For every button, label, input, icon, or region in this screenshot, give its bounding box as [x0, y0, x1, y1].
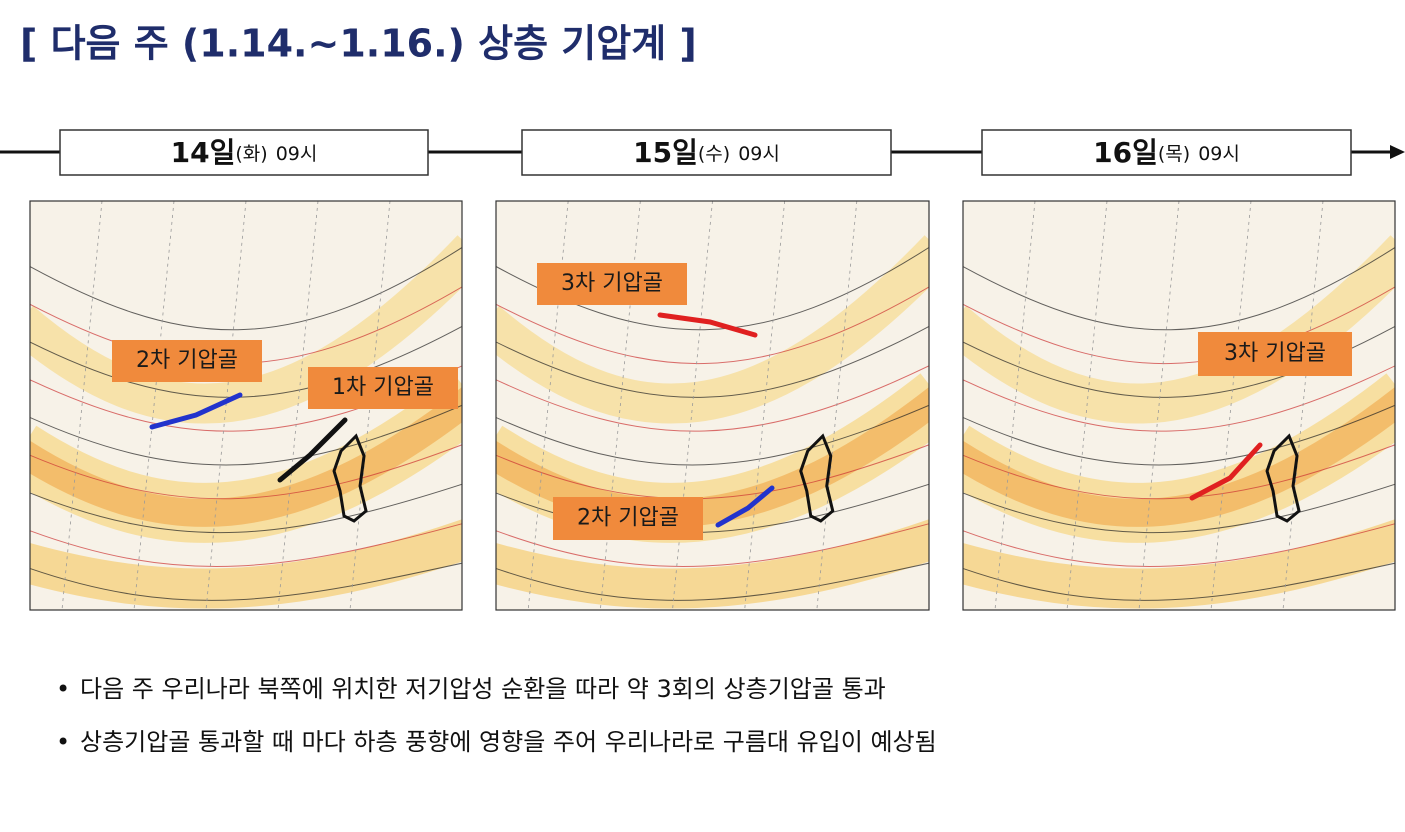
- day: 16일: [1093, 136, 1158, 169]
- jet-band: [496, 519, 929, 609]
- date-box: [521, 129, 892, 176]
- jet-band: [30, 387, 462, 527]
- date-label: 14일(화) 09시: [171, 136, 318, 169]
- contour: [963, 444, 1395, 500]
- time: 09시: [738, 143, 780, 165]
- contour: [30, 562, 462, 601]
- jet-band: [963, 387, 1395, 527]
- graticule: [527, 201, 569, 610]
- graticule: [816, 201, 858, 610]
- date-box: [981, 129, 1352, 176]
- graticule: [61, 201, 103, 610]
- contour: [496, 325, 929, 398]
- map-frame: [29, 200, 463, 611]
- jet-band: [963, 519, 1395, 609]
- weekday: (목): [1158, 143, 1190, 165]
- korea-outline: [332, 433, 368, 523]
- graticule: [205, 201, 247, 610]
- contour: [963, 562, 1395, 601]
- contour: [963, 404, 1395, 466]
- contour: [496, 444, 929, 500]
- trough-box: [553, 497, 703, 540]
- contour: [30, 523, 462, 567]
- date-box: [59, 129, 429, 176]
- trough-label: 2차 기압골: [577, 506, 679, 531]
- graticule: [672, 201, 713, 610]
- graticule: [1282, 201, 1324, 610]
- contour: [30, 404, 462, 466]
- contour: [30, 444, 462, 500]
- graticule: [744, 201, 786, 610]
- graticule: [1066, 201, 1108, 610]
- bullet-dot: •: [56, 675, 70, 703]
- contour: [963, 365, 1395, 432]
- map-frame: [962, 200, 1396, 611]
- contour: [496, 523, 929, 567]
- trough-line: [657, 312, 758, 338]
- bullet-dot: •: [56, 728, 70, 756]
- graticule: [1138, 201, 1180, 610]
- contour: [30, 246, 462, 331]
- weekday: (수): [698, 143, 730, 165]
- korea-outline: [1265, 433, 1301, 523]
- trough-label: 3차 기압골: [1224, 341, 1326, 366]
- trough-line: [1189, 442, 1263, 501]
- time: 09시: [1198, 143, 1240, 165]
- korea-outline: [799, 433, 835, 523]
- trough-line: [149, 392, 243, 430]
- trough-line: [715, 485, 775, 528]
- bullet: 다음 주 우리나라 북쪽에 위치한 저기압성 순환을 따라 약 3회의 상층기압…: [80, 675, 886, 703]
- slide-title: [ 다음 주 (1.14.~1.16.) 상층 기압계 ]: [20, 22, 697, 66]
- graticule: [599, 201, 641, 610]
- date-label: 16일(목) 09시: [1093, 136, 1240, 169]
- graticule: [1210, 201, 1252, 610]
- jet-band: [30, 519, 462, 609]
- panels: 14일(화) 09시 2차 기압골 1차 기압골 15일(수) 09시 3차 기압골 2차 기…: [29, 129, 1396, 611]
- trough-box: [537, 263, 687, 305]
- trough-box: [112, 340, 262, 382]
- day: 15일: [633, 136, 698, 169]
- timeline-arrow: [1390, 145, 1405, 159]
- trough-line: [277, 417, 348, 483]
- contour: [496, 365, 929, 432]
- contour: [963, 286, 1395, 365]
- date-label: 15일(수) 09시: [633, 136, 780, 169]
- weather-map: [496, 201, 929, 610]
- trough-label: 2차 기압골: [136, 348, 238, 373]
- bullet: 상층기압골 통과할 때 마다 하층 풍향에 영향을 주어 우리나라로 구름대 유…: [80, 728, 937, 756]
- trough-box: [1198, 332, 1352, 376]
- contour: [496, 483, 929, 534]
- contour: [496, 404, 929, 466]
- day: 14일: [171, 136, 236, 169]
- graticule: [994, 201, 1036, 610]
- contour: [963, 483, 1395, 534]
- trough-label: 1차 기압골: [332, 375, 434, 400]
- weather-map: [963, 201, 1395, 610]
- map-frame: [495, 200, 930, 611]
- trough-box: [308, 367, 458, 409]
- trough-label: 3차 기압골: [561, 271, 663, 296]
- time: 09시: [276, 143, 318, 165]
- contour: [496, 562, 929, 601]
- weekday: (화): [235, 143, 267, 165]
- contour: [963, 523, 1395, 567]
- contour: [963, 246, 1395, 331]
- contour: [30, 483, 462, 534]
- contour: [496, 286, 929, 365]
- graticule: [277, 201, 319, 610]
- graticule: [133, 201, 175, 610]
